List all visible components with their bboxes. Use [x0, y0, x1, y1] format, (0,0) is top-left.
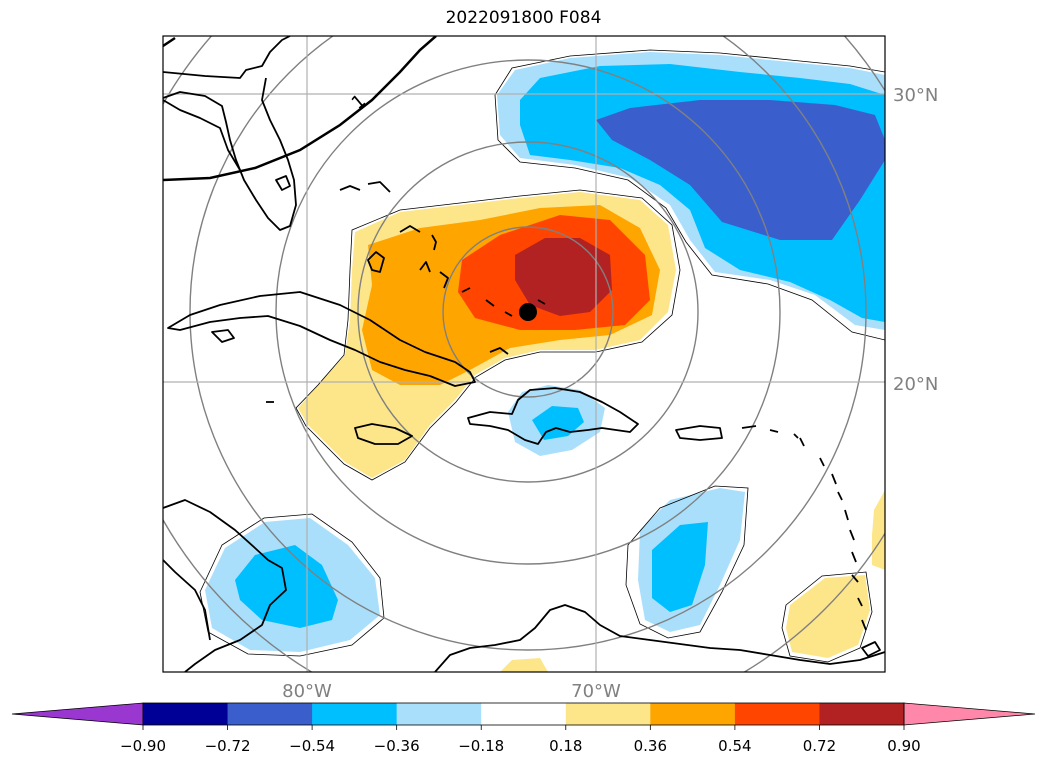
colorbar-swatch: [312, 703, 398, 725]
inagua: [489, 347, 509, 355]
us-east-coast: [163, 36, 291, 79]
range-rings: [163, 36, 885, 672]
thin-contour-atlantic: [494, 49, 885, 341]
trinidad: [861, 641, 881, 657]
range-ring-4: [189, 36, 867, 651]
storm-center-marker: [519, 303, 537, 321]
bahamas-4: [431, 234, 437, 251]
thin-contour-sw: [199, 513, 385, 657]
lake-okeechobee: [275, 175, 291, 191]
hispaniola-coast: [467, 387, 639, 445]
bahamas-9: [504, 311, 513, 317]
positive-anomaly-field: [298, 192, 885, 672]
thin-contour-se: [781, 571, 873, 663]
colorbar-swatch: [565, 703, 651, 725]
map-panel: 1: [163, 36, 885, 672]
lat-label-30n: 30°N: [893, 85, 938, 106]
map-frame: [162, 35, 886, 673]
colorbar-tick-label: −0.18: [458, 737, 504, 755]
range-ring-2: [357, 141, 699, 483]
bahamas-2: [367, 181, 391, 193]
colorbar-tick-label: 0.54: [718, 737, 751, 755]
anomaly-0-18-region-south: [500, 658, 548, 672]
bahamas-8: [485, 299, 495, 307]
lon-label-80w: 80°W: [282, 681, 332, 702]
range-ring-1: [442, 226, 614, 398]
colorbar-swatch: [819, 703, 905, 725]
colorbar-extend-left: [12, 703, 143, 725]
colorbar-tick-label: −0.54: [289, 737, 335, 755]
colorbar-swatch: [481, 703, 567, 725]
colorbar-tick-label: 0.72: [803, 737, 836, 755]
colorbar-tick-label: 0.36: [634, 737, 667, 755]
colorbar-swatch: [396, 703, 482, 725]
anomaly-neg-0-54-region-atlantic: [596, 100, 885, 240]
colorbar-swatch: [734, 703, 820, 725]
bahamas-6: [439, 271, 449, 289]
anomaly-0-18-region-east-edge: [872, 490, 885, 570]
coast-small-2: [741, 425, 757, 429]
cuba-coast: [167, 291, 476, 387]
colorbar-swatch: [227, 703, 313, 725]
anomaly-0-18-region-se: [786, 575, 870, 658]
jamaica-coast: [354, 423, 413, 445]
colorbar-tick-label: 0.90: [887, 737, 920, 755]
coastlines: [163, 36, 885, 672]
thin-contours: [199, 49, 885, 663]
lat-label-20n: 20°N: [893, 374, 938, 395]
thin-contour-warm: [295, 189, 681, 481]
venezuela-coast: [434, 604, 885, 672]
bahamas-7: [461, 287, 471, 293]
turks-caicos: [537, 299, 546, 305]
bahamas-andros: [367, 251, 385, 273]
bold-contour-line: [163, 36, 437, 182]
colorbar-tick-label: −0.90: [120, 737, 166, 755]
colorbar-extend-right: [904, 703, 1035, 725]
lesser-antilles: [799, 437, 867, 631]
south-america-coast: [163, 499, 287, 672]
bahamas-3: [399, 225, 421, 233]
colorbar-tick-label: −0.36: [374, 737, 420, 755]
colorbar-tick-label: −0.72: [205, 737, 251, 755]
coast-small-3: [769, 429, 779, 433]
colorbar-swatch: [650, 703, 736, 725]
range-ring-3: [275, 59, 781, 565]
coast-small-4: [793, 433, 799, 439]
thin-contour-east: [625, 485, 749, 639]
colorbar-swatch: [143, 703, 229, 725]
anomaly-neg-0-36-region-east: [652, 522, 708, 612]
gridlines: [163, 36, 885, 672]
puerto-rico-coast: [675, 425, 723, 441]
central-america-coast: [163, 559, 211, 641]
colorbar-tick-label: 0.18: [549, 737, 582, 755]
anomaly-0-72-region: [515, 238, 612, 316]
map-title: 2022091800 F084: [445, 8, 602, 28]
isle-of-youth: [211, 329, 235, 343]
florida-west-coast: [163, 99, 241, 171]
florida-coast: [163, 77, 297, 231]
bold-contour-line-west: [163, 36, 176, 48]
bahamas-5: [419, 261, 431, 273]
lon-label-70w: 70°W: [571, 681, 621, 702]
anomaly-neg-0-36-region-sw: [235, 545, 338, 628]
colorbar: −0.90 −0.72 −0.54 −0.36 −0.18 0.18 0.36 0.54 0.7…: [11, 702, 1036, 755]
bahamas-1: [339, 185, 361, 191]
